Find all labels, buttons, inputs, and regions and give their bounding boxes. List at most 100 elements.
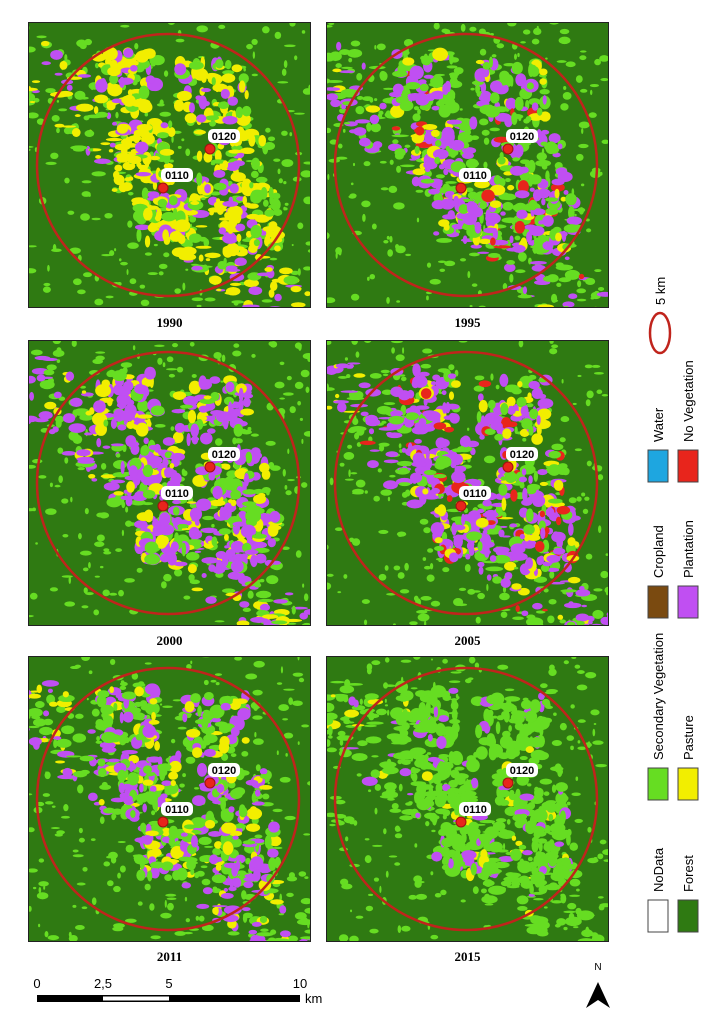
land-patch bbox=[242, 489, 257, 495]
land-patch bbox=[395, 244, 400, 250]
land-patch bbox=[45, 801, 54, 805]
land-patch bbox=[120, 24, 130, 28]
land-patch bbox=[359, 440, 376, 446]
panel-border bbox=[28, 340, 311, 626]
land-patch bbox=[425, 820, 430, 827]
land-patch bbox=[600, 570, 609, 579]
land-patch bbox=[586, 390, 594, 399]
land-patch bbox=[262, 793, 270, 800]
land-patch bbox=[203, 679, 209, 686]
land-patch bbox=[414, 843, 418, 848]
land-patch bbox=[563, 224, 580, 233]
land-patch bbox=[94, 541, 105, 547]
land-patch bbox=[535, 159, 552, 167]
land-patch bbox=[208, 471, 216, 481]
land-patch bbox=[169, 159, 174, 163]
land-patch bbox=[596, 324, 606, 330]
sample-point bbox=[502, 461, 514, 473]
land-patch bbox=[196, 114, 207, 123]
land-patch bbox=[151, 711, 156, 721]
land-patch bbox=[210, 391, 220, 401]
land-patch bbox=[397, 925, 402, 933]
land-patch bbox=[386, 432, 403, 439]
land-patch bbox=[279, 893, 282, 902]
land-patch bbox=[149, 903, 155, 911]
land-patch bbox=[500, 578, 511, 588]
land-patch bbox=[99, 565, 104, 569]
land-patch bbox=[96, 437, 102, 448]
land-patch bbox=[504, 114, 513, 128]
land-patch bbox=[410, 405, 418, 410]
land-patch bbox=[556, 467, 569, 475]
land-patch bbox=[536, 415, 541, 425]
land-patch bbox=[79, 414, 94, 421]
land-patch bbox=[244, 549, 259, 555]
land-patch bbox=[277, 168, 281, 175]
land-patch bbox=[560, 416, 570, 423]
land-patch bbox=[281, 130, 288, 136]
land-patch bbox=[354, 119, 371, 124]
land-patch bbox=[516, 895, 529, 905]
land-patch bbox=[443, 168, 449, 176]
land-patch bbox=[240, 408, 254, 416]
land-patch bbox=[72, 278, 82, 286]
land-patch bbox=[590, 632, 606, 637]
sample-point bbox=[455, 182, 467, 194]
land-patch bbox=[479, 434, 485, 440]
land-patch bbox=[326, 812, 337, 818]
land-patch bbox=[342, 128, 346, 133]
land-patch bbox=[283, 44, 296, 48]
land-patch bbox=[181, 542, 187, 557]
land-patch bbox=[355, 915, 364, 919]
land-patch bbox=[419, 518, 429, 525]
land-patch bbox=[91, 171, 106, 177]
land-patch bbox=[558, 463, 568, 470]
land-patch bbox=[581, 492, 586, 497]
land-patch bbox=[272, 808, 283, 813]
land-patch bbox=[56, 127, 60, 134]
land-patch bbox=[466, 531, 482, 541]
land-patch bbox=[292, 672, 304, 677]
land-patch bbox=[38, 881, 49, 887]
land-patch bbox=[539, 89, 550, 95]
land-patch bbox=[244, 947, 260, 955]
land-patch bbox=[422, 488, 429, 495]
land-patch bbox=[87, 792, 98, 802]
land-patch bbox=[93, 106, 99, 115]
land-patch bbox=[510, 543, 526, 555]
land-patch bbox=[305, 624, 311, 626]
land-patch bbox=[475, 83, 480, 95]
point-label-box bbox=[506, 129, 538, 143]
land-patch bbox=[536, 556, 544, 566]
land-patch bbox=[413, 106, 420, 111]
land-patch bbox=[436, 238, 453, 243]
land-patch bbox=[360, 411, 369, 417]
land-patch bbox=[528, 380, 540, 390]
land-patch bbox=[420, 178, 435, 184]
land-patch bbox=[381, 790, 397, 798]
land-patch bbox=[44, 401, 57, 410]
land-patch bbox=[449, 51, 454, 65]
land-patch bbox=[569, 894, 581, 897]
land-patch bbox=[118, 182, 128, 193]
land-patch bbox=[485, 566, 504, 572]
land-patch bbox=[578, 143, 589, 149]
land-patch bbox=[303, 638, 308, 640]
land-patch bbox=[478, 399, 488, 413]
land-patch bbox=[514, 96, 524, 111]
land-patch bbox=[369, 273, 376, 280]
land-patch bbox=[396, 300, 401, 303]
land-patch bbox=[53, 739, 58, 749]
land-patch bbox=[548, 668, 557, 677]
land-patch bbox=[326, 87, 341, 91]
land-patch bbox=[566, 633, 579, 641]
land-patch bbox=[89, 148, 94, 152]
land-patch bbox=[337, 143, 343, 149]
land-patch bbox=[195, 225, 208, 228]
land-patch bbox=[567, 645, 585, 655]
land-patch bbox=[139, 284, 146, 289]
land-patch bbox=[64, 601, 76, 607]
land-patch bbox=[326, 573, 334, 577]
land-patch bbox=[542, 608, 548, 612]
land-patch bbox=[510, 489, 518, 502]
